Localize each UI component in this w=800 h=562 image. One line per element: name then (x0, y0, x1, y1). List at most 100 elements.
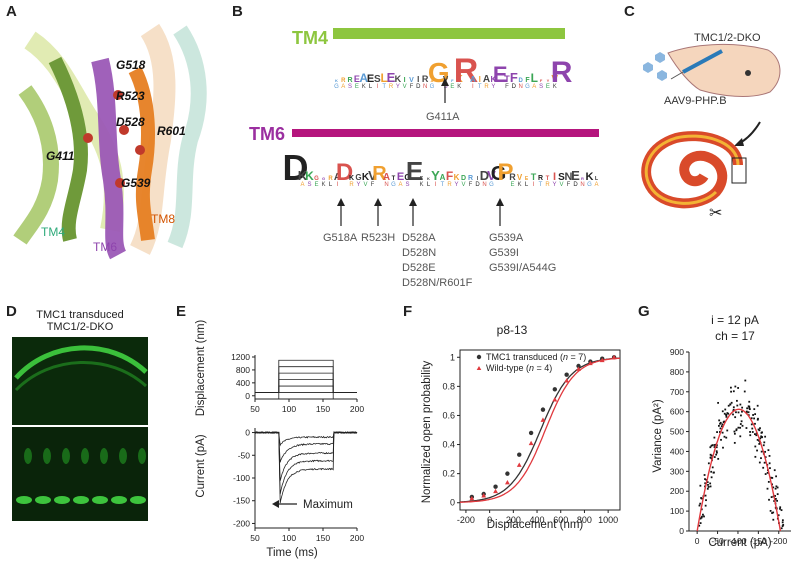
variance-point (771, 512, 773, 514)
variance-point (774, 495, 776, 497)
logo-glyph: T (478, 84, 482, 90)
tm6-arrowhead-r523 (374, 198, 382, 206)
data-point-tmc1 (576, 363, 581, 369)
mutation-d528a: D528A (402, 232, 436, 244)
variance-point (704, 504, 707, 507)
variance-point (776, 493, 779, 496)
variance-point (709, 485, 712, 488)
logo-glyph: D (461, 175, 466, 182)
logo-glyph: F (451, 78, 454, 83)
current-trace (254, 431, 358, 495)
maximum-annotation: Maximum (303, 499, 353, 511)
variance-point (713, 444, 716, 446)
tm6-sequence-logo: DKAKSGEGKRLAIDKRGYKVVFRANTGEAGSEEKKLYIAT… (283, 147, 599, 188)
variance-point (717, 401, 719, 404)
logo-glyph: K (305, 169, 314, 183)
chart-e-bottom-ylabel: Current (pA) (195, 434, 207, 497)
chart-e-bottom-ytick-label: -50 (238, 450, 251, 460)
chart-f-ytick-label: 0.6 (442, 410, 455, 420)
variance-point (763, 461, 766, 464)
data-point-wildtype (469, 495, 475, 501)
variance-point (700, 516, 703, 519)
logo-glyph: P (497, 159, 513, 186)
micrograph-top-tissue (14, 360, 148, 392)
logo-glyph: R (348, 77, 353, 84)
logo-glyph: K (349, 175, 354, 182)
boltzmann-fit-line (459, 357, 621, 503)
variance-point (754, 455, 757, 458)
variance-point (744, 379, 747, 382)
data-point-wildtype (611, 354, 617, 360)
variance-point (698, 504, 701, 507)
variance-point (750, 417, 753, 420)
logo-glyph: F (410, 84, 414, 90)
variance-point (768, 498, 770, 501)
chart-g-variance: 0 100 200 300 400 500 600 700 800 900 0 -50 -100 -150… (670, 347, 791, 546)
logo-glyph: V (443, 75, 449, 84)
logo-glyph: S (348, 84, 352, 90)
annotation-ch: ch = 17 (715, 329, 755, 343)
variance-point (753, 408, 756, 411)
chart-g-xtick-label: -50 (711, 536, 724, 546)
variance-point (747, 411, 750, 414)
chart-f-ytick-label: 1 (450, 352, 455, 362)
chart-f-ytick-label: 0.8 (442, 381, 455, 391)
logo-glyph: A (334, 172, 341, 183)
data-point-wildtype (516, 462, 522, 467)
legend-item-tmc1: TMC1 transduced (n = 7) (486, 352, 586, 362)
variance-point (741, 406, 744, 409)
logo-glyph: L (595, 176, 598, 182)
residue-label-g518: G518 (116, 58, 146, 72)
logo-glyph: I (417, 75, 419, 84)
variance-point (767, 449, 770, 452)
displacement-step-trace (255, 385, 357, 393)
chart-e-top-xtick-label: 100 (282, 404, 296, 414)
legend-marker-wildtype (476, 366, 482, 370)
chart-g-xtick-label: -150 (750, 536, 767, 546)
chart-f-ytick-label: 0 (450, 498, 455, 508)
logo-glyph: R (422, 74, 429, 84)
logo-glyph: G (334, 84, 339, 90)
variance-point (724, 408, 727, 411)
logo-glyph: T (392, 176, 396, 182)
variance-point (730, 401, 733, 404)
data-point-tmc1 (564, 372, 569, 377)
chart-f-xtick-label: 200 (506, 515, 521, 525)
variance-point (721, 423, 724, 426)
variance-point (709, 446, 712, 449)
hair-cell-bundle (35, 496, 51, 504)
variance-point (720, 438, 722, 441)
variance-point (770, 496, 773, 498)
variance-point (766, 487, 769, 490)
logo-glyph: R (538, 175, 543, 182)
variance-point (717, 424, 720, 427)
variance-point (736, 404, 739, 407)
variance-point (759, 427, 761, 430)
logo-glyph: L (381, 71, 388, 85)
chart-f-xtick-label: 400 (530, 515, 545, 525)
logo-glyph: N (423, 84, 427, 90)
variance-point (770, 476, 773, 479)
logo-glyph: K (427, 176, 430, 181)
tm6-arrowhead-g518 (337, 198, 345, 206)
chart-e-bottom-ytick-label: -100 (233, 473, 250, 483)
logo-glyph: I (337, 182, 339, 188)
variance-point (710, 454, 713, 457)
chart-e-bottom-xtick-label: 100 (282, 533, 296, 543)
chart-g-ytick-label: 500 (670, 427, 684, 437)
chart-g-xlabel: Current (pA) (708, 537, 771, 549)
chart-g-ytick-label: 600 (670, 407, 684, 417)
syringe-needle (670, 71, 684, 80)
variance-point (763, 441, 766, 444)
variance-point (769, 509, 772, 512)
data-point-wildtype (587, 360, 593, 366)
mutation-d528n: D528N (402, 247, 436, 259)
variance-point (716, 451, 718, 454)
parabola-fit-line (696, 408, 782, 532)
mutation-g539i: G539I (489, 247, 519, 259)
chart-e-top-ytick-label: 0 (245, 391, 250, 401)
logo-glyph: S (307, 182, 311, 188)
variance-point (740, 414, 742, 417)
logo-glyph: R (581, 176, 584, 181)
variance-point (721, 431, 724, 434)
